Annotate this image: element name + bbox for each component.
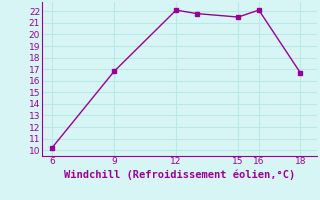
X-axis label: Windchill (Refroidissement éolien,°C): Windchill (Refroidissement éolien,°C) <box>64 169 295 180</box>
